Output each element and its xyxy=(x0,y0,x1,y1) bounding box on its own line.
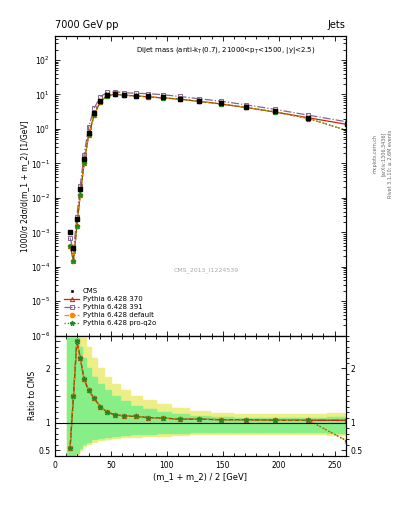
Text: [arXiv:1306.3436]: [arXiv:1306.3436] xyxy=(381,132,386,176)
Text: CMS_2013_I1224539: CMS_2013_I1224539 xyxy=(174,267,239,272)
Text: mcplots.cern.ch: mcplots.cern.ch xyxy=(373,134,378,173)
Legend: CMS, Pythia 6.428 370, Pythia 6.428 391, Pythia 6.428 default, Pythia 6.428 pro-: CMS, Pythia 6.428 370, Pythia 6.428 391,… xyxy=(61,285,159,329)
Text: Dijet mass (anti-k$_\mathrm{T}$(0.7), 21000<p$_\mathrm{T}$<1500, |y|<2.5): Dijet mass (anti-k$_\mathrm{T}$(0.7), 21… xyxy=(136,45,316,56)
Text: 7000 GeV pp: 7000 GeV pp xyxy=(55,20,119,31)
X-axis label: (m_1 + m_2) / 2 [GeV]: (m_1 + m_2) / 2 [GeV] xyxy=(153,472,248,481)
Text: Rivet 3.1.10; ≥ 2.6M events: Rivet 3.1.10; ≥ 2.6M events xyxy=(387,130,392,198)
Y-axis label: 1000/σ 2dσ/d(m_1 + m_2) [1/GeV]: 1000/σ 2dσ/d(m_1 + m_2) [1/GeV] xyxy=(20,120,29,251)
Text: Jets: Jets xyxy=(328,20,346,31)
Y-axis label: Ratio to CMS: Ratio to CMS xyxy=(28,371,37,420)
